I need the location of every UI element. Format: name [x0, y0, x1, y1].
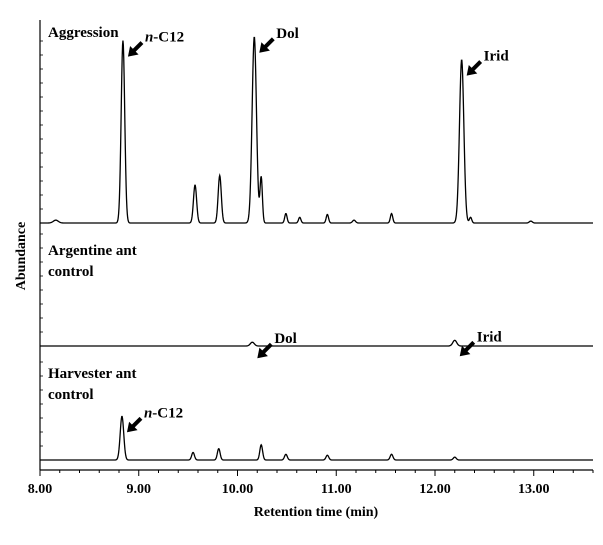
peak-label: Dol [276, 26, 299, 42]
panel-label: Aggression [48, 25, 119, 41]
x-axis-title: Retention time (min) [254, 505, 379, 520]
arrow-head [126, 421, 138, 433]
arrow-head [257, 347, 268, 359]
series-trace-2 [40, 339, 593, 347]
peak-annotation: Irid [466, 49, 510, 76]
peak-label: Irid [477, 329, 503, 345]
chart-panels: Aggression n-C12 Dol Irid Argentine ant contr… [40, 25, 593, 461]
axes: 8.00 9.00 10.00 11.00 12.00 13.00 [28, 20, 594, 497]
panel-1: Aggression n-C12 Dol Irid [40, 25, 593, 224]
panel-label: control [48, 387, 94, 403]
peak-label: n-C12 [145, 30, 184, 46]
peak-annotation: Dol [259, 26, 299, 53]
peak-annotation: n-C12 [127, 30, 184, 57]
arrow-shaft [260, 342, 273, 355]
arrow-shaft [130, 416, 143, 429]
x-tick-label: 9.00 [127, 482, 152, 497]
panel-3: Harvester ant control n-C12 [40, 366, 593, 461]
arrow-head [466, 64, 478, 76]
series-trace-1 [40, 36, 593, 224]
x-tick-label: 8.00 [28, 482, 53, 497]
panel-2: Argentine ant control Dol Irid [40, 243, 593, 359]
panel-label: control [48, 264, 94, 280]
x-tick-label: 12.00 [419, 482, 451, 497]
x-tick-label: 13.00 [518, 482, 550, 497]
arrow-head [127, 45, 139, 57]
arrow-shaft [131, 41, 144, 54]
peak-annotation: n-C12 [126, 405, 183, 433]
arrow-shaft [262, 37, 275, 50]
y-axis-title: Abundance [14, 222, 29, 290]
peak-annotation: Irid [459, 329, 503, 357]
arrow-shaft [470, 60, 483, 73]
arrow-head [459, 345, 471, 357]
arrow-head [259, 42, 270, 53]
x-tick-label: 10.00 [222, 482, 254, 497]
peak-annotation: Dol [257, 331, 297, 359]
panel-label: Harvester ant [48, 366, 136, 382]
peak-label: Irid [484, 49, 510, 65]
x-tick-label: 11.00 [321, 482, 352, 497]
panel-label: Argentine ant [48, 243, 137, 259]
peak-label: n-C12 [144, 405, 183, 421]
arrow-shaft [463, 340, 476, 353]
peak-label: Dol [274, 331, 297, 347]
series-trace-3 [40, 415, 593, 461]
